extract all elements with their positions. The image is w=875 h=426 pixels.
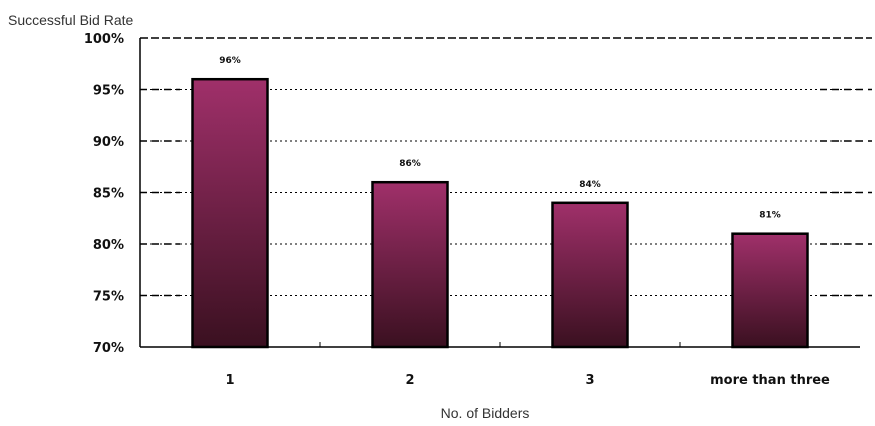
y-axis-title: Successful Bid Rate bbox=[8, 12, 133, 28]
y-tick-label: 90% bbox=[93, 135, 124, 150]
bars bbox=[191, 77, 809, 349]
data-labels: 96% 86% 84% 81% bbox=[219, 56, 781, 221]
data-label: 86% bbox=[399, 159, 421, 169]
x-tick-label: 1 bbox=[225, 373, 234, 388]
y-tick-label: 75% bbox=[93, 290, 124, 305]
y-tick-label: 100% bbox=[84, 32, 124, 47]
y-tick-label: 95% bbox=[93, 84, 124, 99]
bar bbox=[551, 201, 629, 349]
y-tick-label: 70% bbox=[93, 341, 124, 356]
y-tick-label: 85% bbox=[93, 187, 124, 202]
x-axis-title: No. of Bidders bbox=[441, 405, 530, 421]
x-tick-label: 2 bbox=[405, 373, 414, 388]
data-label: 84% bbox=[579, 180, 601, 190]
bar bbox=[371, 180, 449, 349]
data-label: 81% bbox=[759, 211, 781, 221]
y-axis-ticks: 70% 75% 80% 85% 90% 95% 100% bbox=[84, 32, 124, 356]
bar bbox=[731, 232, 809, 349]
bar bbox=[191, 77, 269, 349]
y-tick-label: 80% bbox=[93, 238, 124, 253]
x-tick-label: 3 bbox=[585, 373, 594, 388]
x-axis-ticks: 1 2 3 more than three bbox=[225, 342, 830, 388]
data-label: 96% bbox=[219, 56, 241, 66]
x-tick-label: more than three bbox=[710, 373, 830, 388]
